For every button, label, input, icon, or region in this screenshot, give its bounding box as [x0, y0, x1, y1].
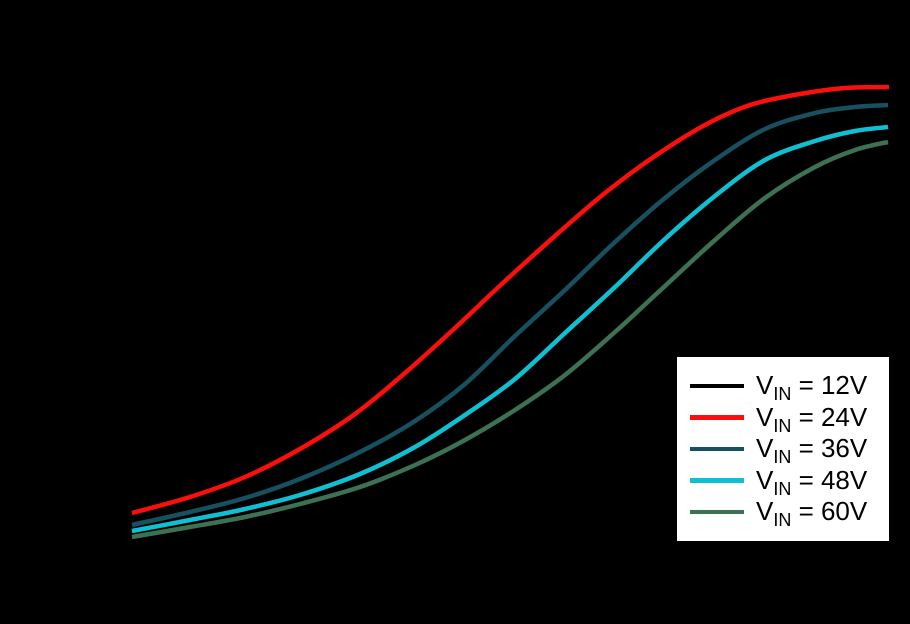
- legend-label: VIN = 48V: [756, 464, 868, 499]
- curve-vin-36v: [131, 102, 889, 528]
- legend-label: VIN = 36V: [756, 433, 868, 468]
- legend-line-swatch: [690, 415, 744, 420]
- legend-label-subscript: IN: [773, 384, 792, 405]
- legend-label: VIN = 12V: [756, 370, 868, 405]
- legend-label-symbol: V: [756, 401, 774, 432]
- legend-label-suffix: = 60V: [791, 496, 868, 527]
- legend-label-subscript: IN: [773, 510, 792, 531]
- curve-vin-60v: [131, 139, 889, 540]
- legend-line-swatch: [690, 446, 744, 452]
- legend-label-symbol: V: [756, 464, 774, 495]
- legend-label: VIN = 60V: [756, 496, 868, 531]
- legend-line-swatch: [690, 509, 744, 515]
- legend-label-symbol: V: [756, 433, 774, 464]
- legend-label-suffix: = 12V: [791, 370, 868, 401]
- legend-item: VIN = 60V: [677, 496, 889, 531]
- curve-vin-12v: [131, 75, 890, 509]
- legend-line-swatch: [690, 478, 744, 483]
- legend-label: VIN = 24V: [756, 401, 868, 436]
- curve-vin-24v: [131, 84, 890, 516]
- legend-label-suffix: = 24V: [791, 401, 868, 432]
- legend: VIN = 12V VIN = 24V VIN = 36V VIN = 48V …: [675, 355, 891, 543]
- legend-line-swatch: [690, 383, 744, 389]
- legend-label-symbol: V: [756, 496, 774, 527]
- legend-label-suffix: = 36V: [791, 433, 868, 464]
- legend-item: VIN = 24V: [677, 401, 889, 436]
- curve-vin-48v: [131, 124, 889, 534]
- legend-label-subscript: IN: [773, 478, 792, 499]
- legend-item: VIN = 12V: [677, 370, 889, 405]
- legend-item: VIN = 48V: [677, 464, 889, 499]
- legend-label-suffix: = 48V: [791, 464, 868, 495]
- legend-label-symbol: V: [756, 370, 774, 401]
- legend-label-subscript: IN: [773, 447, 792, 468]
- legend-label-subscript: IN: [773, 415, 792, 436]
- legend-item: VIN = 36V: [677, 433, 889, 468]
